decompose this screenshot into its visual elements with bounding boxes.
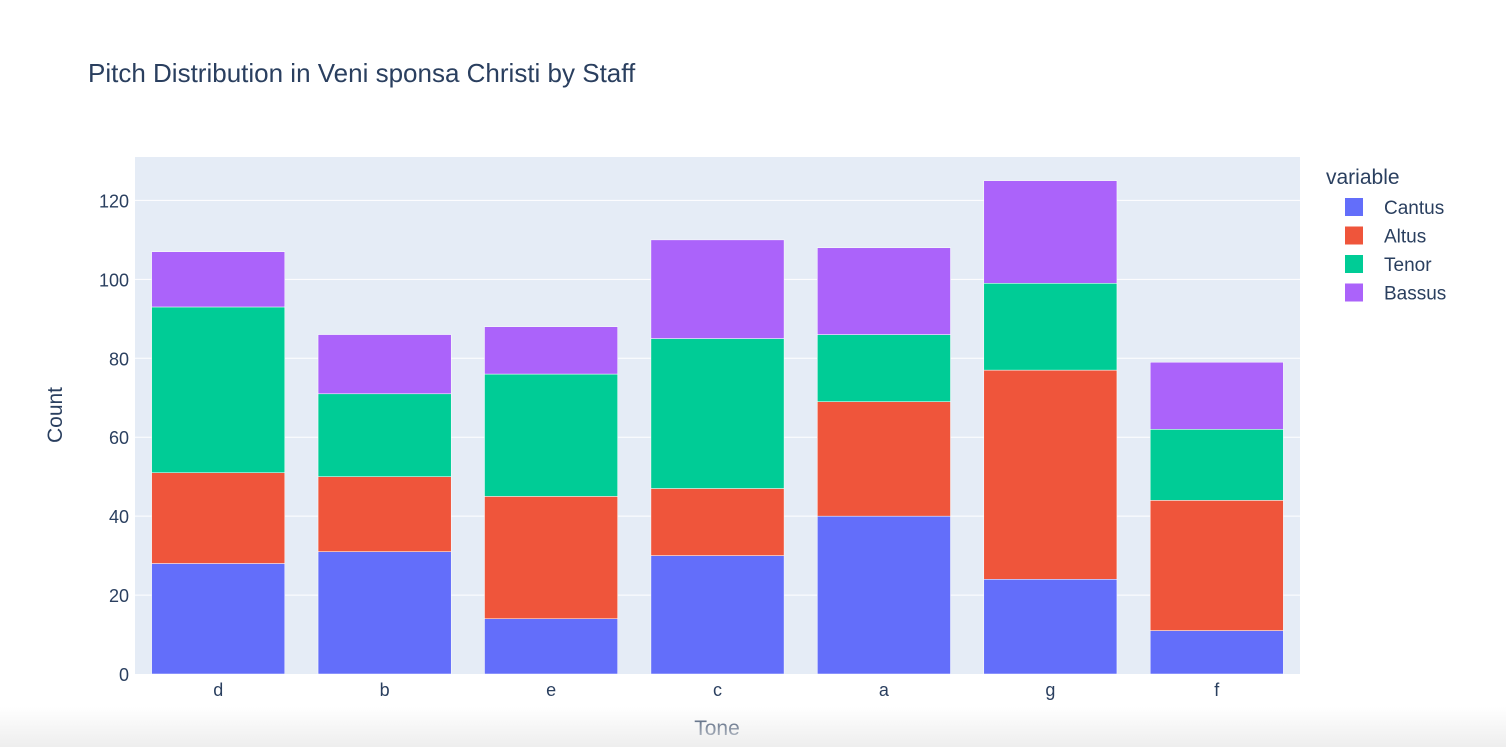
- x-tick-label: g: [1045, 680, 1055, 700]
- chart-title: Pitch Distribution in Veni sponsa Christ…: [88, 58, 636, 88]
- legend-item: Tenor: [1345, 255, 1432, 276]
- legend-label: Altus: [1384, 227, 1426, 248]
- bar-cantus-e: [484, 618, 618, 675]
- bar-cantus-g: [983, 579, 1118, 675]
- legend: variable Cantus Altus Tenor Bassus: [1326, 166, 1446, 305]
- legend-swatch: [1345, 255, 1363, 273]
- bar-tenor-g: [983, 283, 1118, 371]
- bar-tenor-d: [151, 306, 286, 473]
- x-tick-label: a: [879, 680, 890, 700]
- bar-bassus-d: [151, 251, 286, 308]
- bar-tenor-c: [650, 338, 785, 489]
- bar-bassus-b: [317, 334, 452, 395]
- y-tick-label: 100: [99, 270, 129, 290]
- bar-tenor-e: [484, 373, 618, 497]
- y-tick-label: 120: [99, 191, 129, 211]
- legend-label: Bassus: [1384, 284, 1446, 305]
- bar-cantus-a: [817, 515, 951, 675]
- x-axis-label: Tone: [694, 717, 740, 740]
- bar-altus-g: [983, 369, 1118, 580]
- legend-swatch: [1345, 198, 1363, 216]
- bar-bassus-c: [650, 239, 785, 339]
- bar-cantus-f: [1149, 630, 1284, 675]
- legend-label: Cantus: [1384, 198, 1444, 219]
- bar-altus-f: [1149, 500, 1284, 631]
- bar-altus-a: [817, 401, 951, 517]
- bar-tenor-b: [317, 393, 452, 477]
- bar-altus-e: [484, 496, 618, 619]
- y-tick-label: 80: [109, 349, 129, 369]
- bar-tenor-a: [817, 334, 951, 402]
- bar-bassus-e: [484, 326, 618, 375]
- x-tick-label: e: [546, 680, 556, 700]
- legend-swatch: [1345, 226, 1363, 245]
- bar-bassus-f: [1149, 361, 1284, 430]
- bar-altus-b: [317, 476, 452, 552]
- bar-tenor-f: [1149, 429, 1284, 501]
- bar-cantus-d: [151, 563, 286, 675]
- legend-label: Tenor: [1384, 255, 1432, 276]
- legend-swatch: [1345, 283, 1363, 302]
- bar-bassus-a: [817, 247, 951, 335]
- y-axis-ticks: 0 20 40 60 80 100 120: [99, 191, 129, 685]
- bars: [151, 180, 1284, 675]
- bar-altus-d: [151, 472, 286, 564]
- legend-items: Cantus Altus Tenor Bassus: [1345, 198, 1446, 305]
- y-tick-label: 60: [109, 428, 129, 448]
- legend-item: Bassus: [1345, 283, 1446, 305]
- legend-item: Cantus: [1345, 198, 1444, 219]
- bar-altus-c: [650, 488, 785, 556]
- x-tick-label: b: [380, 680, 390, 700]
- y-tick-label: 20: [109, 586, 129, 606]
- bar-cantus-b: [317, 551, 452, 675]
- x-tick-label: c: [713, 680, 722, 700]
- y-tick-label: 0: [119, 665, 129, 685]
- legend-title: variable: [1326, 166, 1400, 189]
- y-axis-label: Count: [44, 387, 67, 443]
- bar-bassus-g: [983, 180, 1118, 284]
- legend-item: Altus: [1345, 226, 1426, 248]
- x-tick-label: d: [213, 680, 223, 700]
- bar-cantus-c: [650, 555, 785, 675]
- x-tick-label: f: [1214, 680, 1220, 700]
- y-tick-label: 40: [109, 507, 129, 527]
